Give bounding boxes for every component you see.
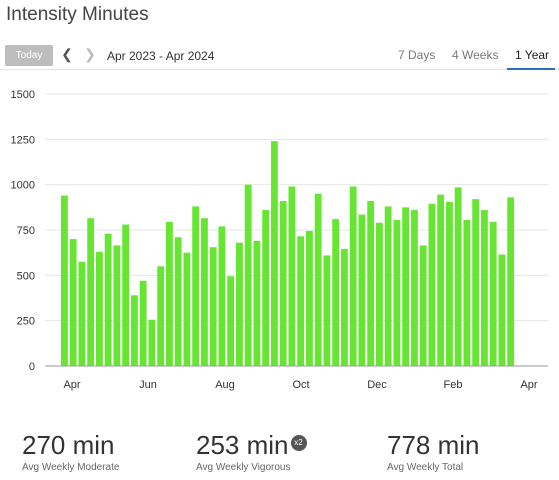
chart-bar[interactable] [402,207,410,366]
chart-bar[interactable] [69,239,77,366]
chart-bar[interactable] [122,224,130,366]
today-button[interactable]: Today [5,45,53,66]
intensity-chart: 0 250 500 750 1000 1250 1500 Apr Jun Aug Oct Dec Fe… [11,89,548,391]
y-tick-label: 0 [29,361,35,373]
chart-bar[interactable] [183,252,191,366]
active-tab-indicator [507,68,555,70]
chart-bar[interactable] [253,240,261,366]
stat-vigorous-value: 253 min [196,430,289,460]
chart-bar[interactable] [157,266,165,366]
tab-1-year[interactable]: 1 Year [515,48,550,62]
date-range-label: Apr 2023 - Apr 2024 [107,49,215,63]
chart-bar[interactable] [288,186,296,366]
chart-bar[interactable] [341,249,348,366]
chart-bar[interactable] [61,195,68,366]
stat-moderate-value: 270 min [22,430,115,460]
chart-bar[interactable] [428,203,436,366]
chart-bar[interactable] [262,210,270,366]
chart-bar[interactable] [236,242,243,366]
chart-bars [61,141,515,366]
chart-bar[interactable] [349,186,357,366]
chart-bar[interactable] [87,218,95,366]
chart-bar[interactable] [104,233,112,366]
chart-bar[interactable] [332,219,340,366]
toolbar: Today ❮ ❯ Apr 2023 - Apr 2024 7 Days 4 W… [0,44,559,70]
stat-vigorous: 253 min x2 Avg Weekly Vigorous [196,430,307,473]
stat-vigorous-label: Avg Weekly Vigorous [196,462,291,473]
chart-bar[interactable] [323,255,331,366]
chart-bar[interactable] [498,254,506,366]
chart-bar[interactable] [489,221,497,366]
chart-bar[interactable] [411,210,418,366]
multiplier-badge: x2 [290,435,307,452]
chart-bar[interactable] [446,201,453,366]
chevron-right-icon[interactable]: ❯ [84,46,96,62]
chart-bar[interactable] [148,319,156,366]
chart-bar[interactable] [78,261,86,366]
x-tick-label: Aug [215,379,235,391]
chart-bar[interactable] [139,280,147,366]
stat-total-label: Avg Weekly Total [387,462,464,473]
stat-moderate: 270 min Avg Weekly Moderate [22,430,119,473]
chart-bar[interactable] [454,187,462,366]
y-tick-label: 500 [17,270,35,282]
x-tick-label: Feb [444,379,463,391]
chart-bar[interactable] [367,200,375,366]
stat-total-value: 778 min [387,430,480,460]
tab-4-weeks[interactable]: 4 Weeks [452,48,499,62]
chart-bar[interactable] [384,206,392,366]
chart-bar[interactable] [376,222,383,366]
chart-bar[interactable] [297,236,305,366]
tab-7-days[interactable]: 7 Days [398,48,436,62]
y-axis-labels: 0 250 500 750 1000 1250 1500 [11,89,35,373]
chart-bar[interactable] [393,220,401,366]
chart-bar[interactable] [472,199,480,366]
chart-bar[interactable] [271,141,278,366]
chart-bar[interactable] [174,237,182,366]
y-tick-label: 750 [17,225,35,237]
stat-moderate-label: Avg Weekly Moderate [22,462,120,473]
chart-bar[interactable] [463,220,471,366]
chart-bar[interactable] [227,276,235,366]
x-tick-label: Apr [520,379,537,391]
stat-total: 778 min Avg Weekly Total [387,430,480,473]
chart-bar[interactable] [314,193,322,366]
chart-bar[interactable] [279,200,287,366]
y-tick-label: 1500 [11,89,35,101]
chart-bar[interactable] [131,295,138,366]
chart-bar[interactable] [306,230,313,366]
chevron-left-icon[interactable]: ❮ [61,46,73,62]
page-title: Intensity Minutes [6,4,149,25]
x-tick-label: Apr [63,379,80,391]
chart-bar[interactable] [218,226,226,366]
chart-bar[interactable] [507,197,515,366]
y-tick-label: 1000 [11,180,35,192]
x-tick-label: Jun [139,379,157,391]
chart-bar[interactable] [166,221,173,366]
x-tick-label: Dec [367,379,387,391]
x-axis-labels: Apr Jun Aug Oct Dec Feb Apr [63,379,537,391]
chart-bar[interactable] [96,251,103,366]
chart-bar[interactable] [244,184,252,366]
chart-bar[interactable] [437,194,445,366]
chart-bar[interactable] [201,218,208,366]
chart-bar[interactable] [358,214,366,366]
y-tick-label: 1250 [11,134,35,146]
y-tick-label: 250 [17,316,35,328]
chart-bar[interactable] [113,245,121,366]
chart-bar[interactable] [419,245,427,366]
chart-bar[interactable] [481,210,488,366]
chart-bar[interactable] [192,206,200,366]
toolbar-divider [0,69,559,70]
x-tick-label: Oct [292,379,309,391]
chart-bar[interactable] [209,247,217,366]
